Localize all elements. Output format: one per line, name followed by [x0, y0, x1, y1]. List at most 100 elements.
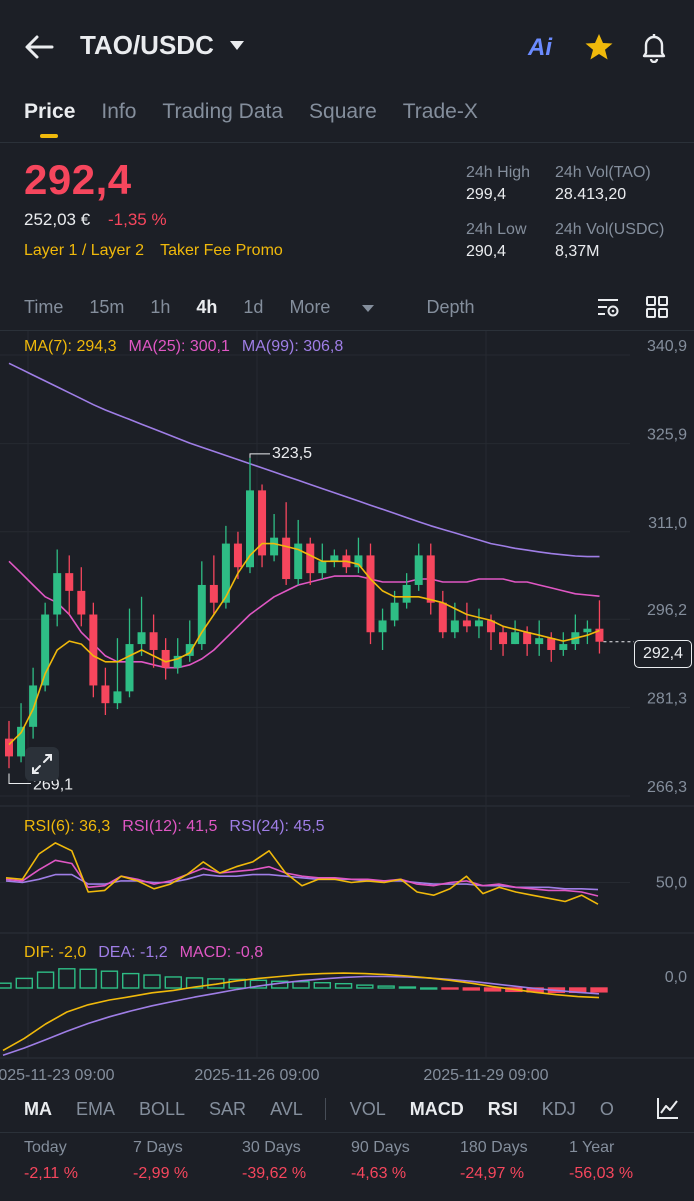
candle-body [282, 537, 291, 580]
back-arrow-icon[interactable] [22, 32, 56, 62]
rsi6-line [5, 842, 599, 905]
candle-body [53, 573, 62, 615]
indicator-rsi[interactable]: RSI [487, 1098, 518, 1119]
dif-legend: DIF: -2,0 [24, 944, 87, 961]
trading-pair-title[interactable]: TAO/USDC [80, 30, 214, 60]
perf-180-days: 180 Days -24,97 % [460, 1139, 528, 1183]
candle-body [426, 555, 435, 603]
candle-body [330, 555, 339, 562]
indicator-avl[interactable]: AVL [270, 1098, 303, 1119]
last-price-tag: 292,4 [634, 640, 692, 668]
tf-depth[interactable]: Depth [426, 297, 475, 317]
candle-body [185, 644, 194, 656]
tab-trading-data[interactable]: Trading Data [162, 100, 284, 123]
ma7-line [8, 542, 600, 746]
tab-price[interactable]: Price [24, 100, 76, 138]
price-chart[interactable]: 340,9325,9311,0296,2281,3266,3323,5269,1… [0, 331, 694, 1089]
ma25-line [8, 560, 600, 669]
candle-body [462, 620, 471, 627]
candle-body [41, 614, 50, 686]
expand-chart-icon[interactable] [25, 747, 59, 781]
ma7-legend: MA(7): 294,3 [24, 338, 117, 355]
candle-body [294, 543, 303, 580]
indicator-obv-cut[interactable]: O [599, 1098, 614, 1119]
indicator-selector: MA EMA BOLL SAR AVL VOL MACD RSI KDJ O [0, 1090, 694, 1128]
perf-value: -39,62 % [242, 1165, 307, 1182]
macd-histogram-bar [420, 987, 438, 990]
macd-histogram-bar [334, 982, 353, 989]
macd-histogram-bar [462, 987, 480, 991]
rsi12-line [5, 859, 599, 897]
perf-today: Today -2,11 % [24, 1139, 78, 1183]
tf-1h[interactable]: 1h [150, 297, 171, 317]
candle-body [595, 628, 604, 642]
macd-histogram-bar [15, 977, 33, 989]
indicator-macd[interactable]: MACD [409, 1098, 464, 1119]
candle-body [89, 614, 98, 686]
chart-settings-icon[interactable] [596, 296, 620, 320]
stat-high-value: 299,4 [466, 186, 507, 203]
candle-body [65, 573, 74, 591]
layout-grid-icon[interactable] [646, 296, 668, 318]
stat-low-value: 290,4 [466, 243, 507, 260]
indicator-kdj[interactable]: KDJ [541, 1098, 576, 1119]
tf-more[interactable]: More [289, 297, 400, 318]
tag-layer[interactable]: Layer 1 / Layer 2 [24, 242, 145, 259]
tf-time[interactable]: Time [24, 297, 64, 317]
main-tabs: Price Info Trading Data Square Trade-X [24, 100, 478, 138]
y-tick-label: 325,9 [647, 427, 687, 444]
rsi-midline-label: 50,0 [656, 875, 687, 892]
candle-body [258, 490, 267, 556]
candle-body [474, 620, 483, 627]
indicator-ma[interactable]: MA [24, 1098, 52, 1119]
chart-top-divider [0, 330, 694, 331]
ai-assistant-icon[interactable]: Ai [528, 34, 552, 61]
timeframe-bar: Time 15m 1h 4h 1d More Depth [24, 297, 501, 318]
tf-4h[interactable]: 4h [196, 297, 218, 317]
dea-legend: DEA: -1,2 [98, 944, 168, 961]
candle-body [197, 584, 206, 645]
candle-body [17, 726, 26, 757]
candle-body [233, 543, 242, 568]
indicator-ema[interactable]: EMA [76, 1098, 116, 1119]
y-tick-label: 266,3 [647, 779, 687, 796]
perf-30-days: 30 Days -39,62 % [242, 1139, 306, 1183]
macd-legend: DIF: -2,0 DEA: -1,2 MACD: -0,8 [24, 944, 263, 962]
low-marker-line [8, 773, 31, 784]
candle-body [378, 620, 387, 633]
rsi-legend: RSI(6): 36,3 RSI(12): 41,5 RSI(24): 45,5 [24, 818, 325, 836]
notification-bell-icon[interactable] [638, 31, 670, 63]
perf-90-days: 90 Days -4,63 % [351, 1139, 410, 1183]
candle-body [137, 632, 146, 645]
high-marker-line [249, 453, 270, 458]
perf-label: Today [24, 1139, 67, 1156]
favorite-star-icon[interactable] [584, 32, 614, 62]
ma-legend: MA(7): 294,3 MA(25): 300,1 MA(99): 306,8 [24, 338, 343, 356]
y-tick-label: 340,9 [647, 338, 687, 355]
rsi6-legend: RSI(6): 36,3 [24, 818, 111, 835]
pair-dropdown-caret-icon[interactable] [230, 41, 244, 50]
candle-body [535, 638, 544, 645]
indicator-vol[interactable]: VOL [349, 1098, 386, 1119]
tf-15m[interactable]: 15m [89, 297, 125, 317]
candle-body [438, 602, 447, 633]
chart-type-icon[interactable] [656, 1096, 680, 1120]
price-change-percent: -1,35 % [108, 210, 167, 229]
last-price: 292,4 [24, 156, 132, 203]
tag-taker-fee-promo[interactable]: Taker Fee Promo [160, 242, 283, 259]
rsi24-line [5, 873, 599, 891]
indicator-sar[interactable]: SAR [209, 1098, 247, 1119]
perf-7-days: 7 Days -2,99 % [133, 1139, 188, 1183]
candle-body [511, 632, 520, 645]
tab-square[interactable]: Square [309, 100, 377, 123]
macd-histogram-bar [441, 987, 459, 990]
indicator-boll[interactable]: BOLL [139, 1098, 186, 1119]
tab-info[interactable]: Info [101, 100, 137, 123]
candle-body [523, 632, 532, 645]
candle-body [221, 543, 230, 603]
tab-trade-x[interactable]: Trade-X [402, 100, 478, 123]
macd-histogram-bar [185, 977, 204, 989]
tf-1d[interactable]: 1d [243, 297, 264, 317]
stat-vol-quote-value: 8,37M [555, 243, 600, 260]
stat-vol-base-value: 28.413,20 [555, 186, 627, 203]
